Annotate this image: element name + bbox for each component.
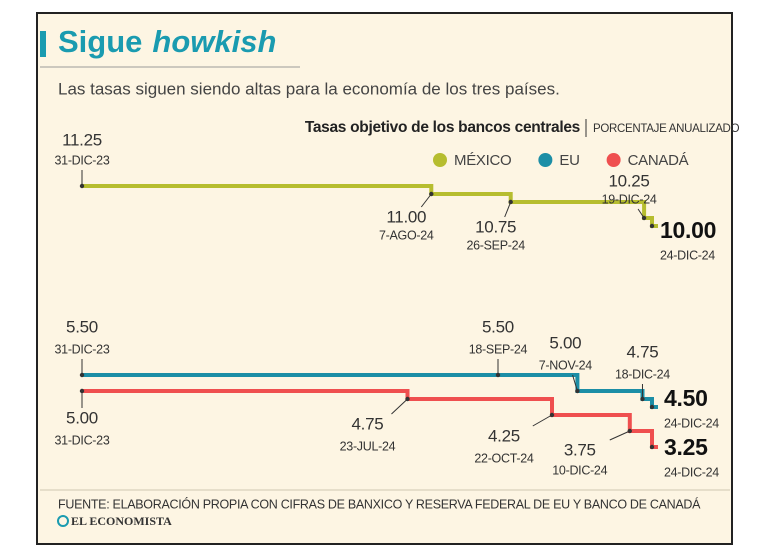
legend-label: MÉXICO <box>454 152 511 169</box>
title-accent <box>40 31 46 57</box>
point <box>649 404 655 410</box>
date-label: 31-DIC-23 <box>55 433 110 447</box>
value-label: 10.00 <box>660 217 716 243</box>
date-label: 31-DIC-23 <box>55 342 110 356</box>
date-label: 31-DIC-23 <box>55 153 110 167</box>
point <box>649 223 655 229</box>
legend-swatch <box>606 153 621 167</box>
value-label: 3.25 <box>664 434 708 460</box>
date-label: 23-JUL-24 <box>340 439 396 453</box>
leader-line <box>420 193 432 208</box>
plot: 11.25 31-DIC-23 11.00 7-AGO-24 10.75 26-SEP-2… <box>55 130 720 479</box>
subtitle: Las tasas siguen siendo altas para la ec… <box>58 79 560 98</box>
logo: EL ECONOMISTA <box>71 514 172 528</box>
frame <box>36 12 733 545</box>
value-label: 4.75 <box>352 414 384 433</box>
value-label: 10.25 <box>609 171 650 190</box>
legend: MÉXICO EU CANADÁ <box>433 152 689 169</box>
leader-line <box>572 374 578 392</box>
value-label: 3.75 <box>564 440 596 459</box>
date-label: 22-OCT-24 <box>474 451 533 465</box>
step-line <box>82 389 658 449</box>
date-label: 19-DIC-24 <box>602 192 657 206</box>
date-label: 18-SEP-24 <box>469 342 528 356</box>
value-label: 5.00 <box>549 333 581 352</box>
logo-icon <box>57 515 69 527</box>
unit-note: PORCENTAJE ANUALIZADO <box>593 123 740 135</box>
title: Sigue howkish <box>58 24 276 59</box>
leader-line <box>532 414 553 427</box>
date-label: 7-NOV-24 <box>539 358 593 372</box>
source: FUENTE: ELABORACIÓN PROPIA CON CIFRAS DE… <box>58 496 701 511</box>
date-label: 24-DIC-24 <box>660 248 715 262</box>
date-label: 18-DIC-24 <box>615 367 670 381</box>
point <box>649 444 655 450</box>
value-label: 5.50 <box>66 317 98 336</box>
legend-swatch <box>538 153 553 167</box>
value-label: 5.00 <box>66 408 98 427</box>
legend-label: EU <box>559 152 579 169</box>
legend-swatch <box>433 153 447 167</box>
step-line <box>82 184 658 228</box>
leader-line <box>637 208 645 219</box>
date-label: 24-DIC-24 <box>664 416 719 430</box>
value-label: 5.50 <box>482 317 514 336</box>
value-label: 4.25 <box>488 426 520 445</box>
leader-line <box>609 430 630 441</box>
leader-line <box>391 398 408 415</box>
value-label: 10.75 <box>475 217 516 236</box>
value-label: 4.75 <box>627 342 659 361</box>
title-emphasis: howkish <box>152 24 276 59</box>
date-label: 26-SEP-24 <box>466 238 525 252</box>
date-label: 24-DIC-24 <box>664 465 719 479</box>
value-label: 4.50 <box>664 385 708 411</box>
title-lead: Sigue <box>58 24 142 59</box>
date-label: 7-AGO-24 <box>379 228 434 242</box>
leader-line <box>504 201 512 218</box>
legend-label: CANADÁ <box>628 152 689 169</box>
value-label: 11.25 <box>62 130 102 149</box>
chart-title: Tasas objetivo de los bancos centrales <box>305 119 580 136</box>
value-label: 11.00 <box>386 207 426 226</box>
date-label: 10-DIC-24 <box>552 463 607 477</box>
